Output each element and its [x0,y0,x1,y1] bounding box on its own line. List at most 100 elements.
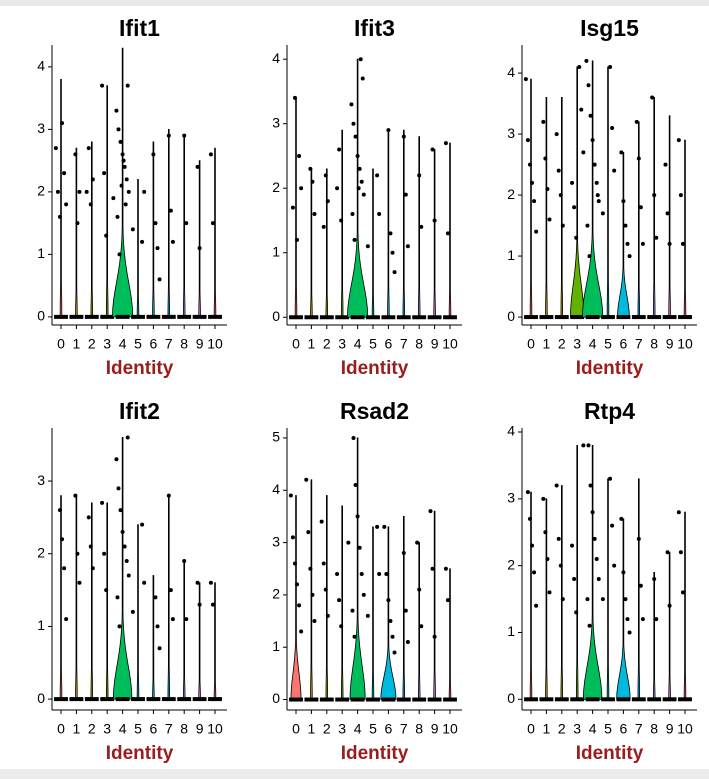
point [117,252,122,257]
point [116,127,121,132]
violin [402,129,406,318]
point [352,634,357,639]
x-tick-label: 4 [119,336,127,352]
point [153,595,158,600]
point [310,592,315,597]
zero-points [115,314,130,319]
x-tick-label: 0 [57,721,65,737]
x-axis-label: Identity [106,358,174,379]
point [117,624,122,629]
point [140,522,145,527]
point [168,208,173,213]
violin [112,437,133,700]
point [621,570,626,575]
point [523,77,528,82]
violin [198,160,201,318]
x-tick-label: 8 [180,336,188,352]
point [534,603,539,608]
x-tick-label: 9 [196,336,204,352]
zero-points [161,314,176,319]
x-tick-label: 4 [119,721,127,737]
x-tick-label: 8 [650,336,658,352]
violin [182,135,186,318]
point [401,134,406,139]
point [118,139,123,144]
violin [349,437,366,700]
point [115,595,120,600]
point [585,223,590,228]
point [401,551,406,556]
x-tick-label: 0 [292,336,300,352]
point [121,158,126,163]
x-tick-label: 8 [415,721,423,737]
point [590,510,595,515]
x-tick-label: 3 [103,721,111,737]
point [352,237,357,242]
point [351,435,356,440]
point [142,580,147,585]
point [60,537,65,542]
point [443,141,448,146]
point [116,486,121,491]
point [53,146,58,151]
point [543,156,548,161]
point [621,199,626,204]
zero-points [585,315,600,320]
point [57,508,62,513]
zero-points [131,314,145,319]
zero-points [631,697,646,702]
zero-points [539,315,554,320]
x-tick-label: 9 [666,721,674,737]
y-tick-label: 0 [272,308,280,324]
violin [387,129,390,318]
point [359,179,364,184]
zero-points [381,697,396,702]
point [140,239,145,244]
point [595,193,600,198]
y-tick-label: 0 [507,690,515,706]
zero-points [177,314,192,319]
point [625,241,630,246]
point [126,189,131,194]
zero-points [350,697,365,702]
status-edge [0,769,709,779]
zero-points [208,697,222,702]
zero-points [570,697,585,702]
point [166,493,171,498]
x-tick-label: 7 [635,336,643,352]
point [297,153,302,158]
point [297,603,302,608]
x-tick-label: 9 [666,336,674,352]
point [663,162,668,167]
point [361,192,366,197]
point [182,559,187,564]
point [335,571,340,576]
point [634,119,639,124]
point [114,108,119,113]
point [157,646,162,651]
point [168,588,173,593]
point [386,598,391,603]
x-tick-label: 0 [57,336,65,352]
violin [402,516,406,700]
point [166,133,171,138]
violin [371,168,375,318]
point [312,619,317,624]
violin [75,147,78,318]
zero-points [662,697,677,702]
y-tick-label: 3 [507,125,515,141]
point [210,602,215,607]
zero-points [616,315,631,320]
point [587,254,592,259]
point [636,156,641,161]
point [288,493,293,498]
point [337,147,342,152]
point [125,435,130,440]
point [678,193,683,198]
point [114,457,119,462]
point [356,186,361,191]
violin [105,85,109,318]
x-tick-label: 8 [415,336,423,352]
point [592,162,597,167]
